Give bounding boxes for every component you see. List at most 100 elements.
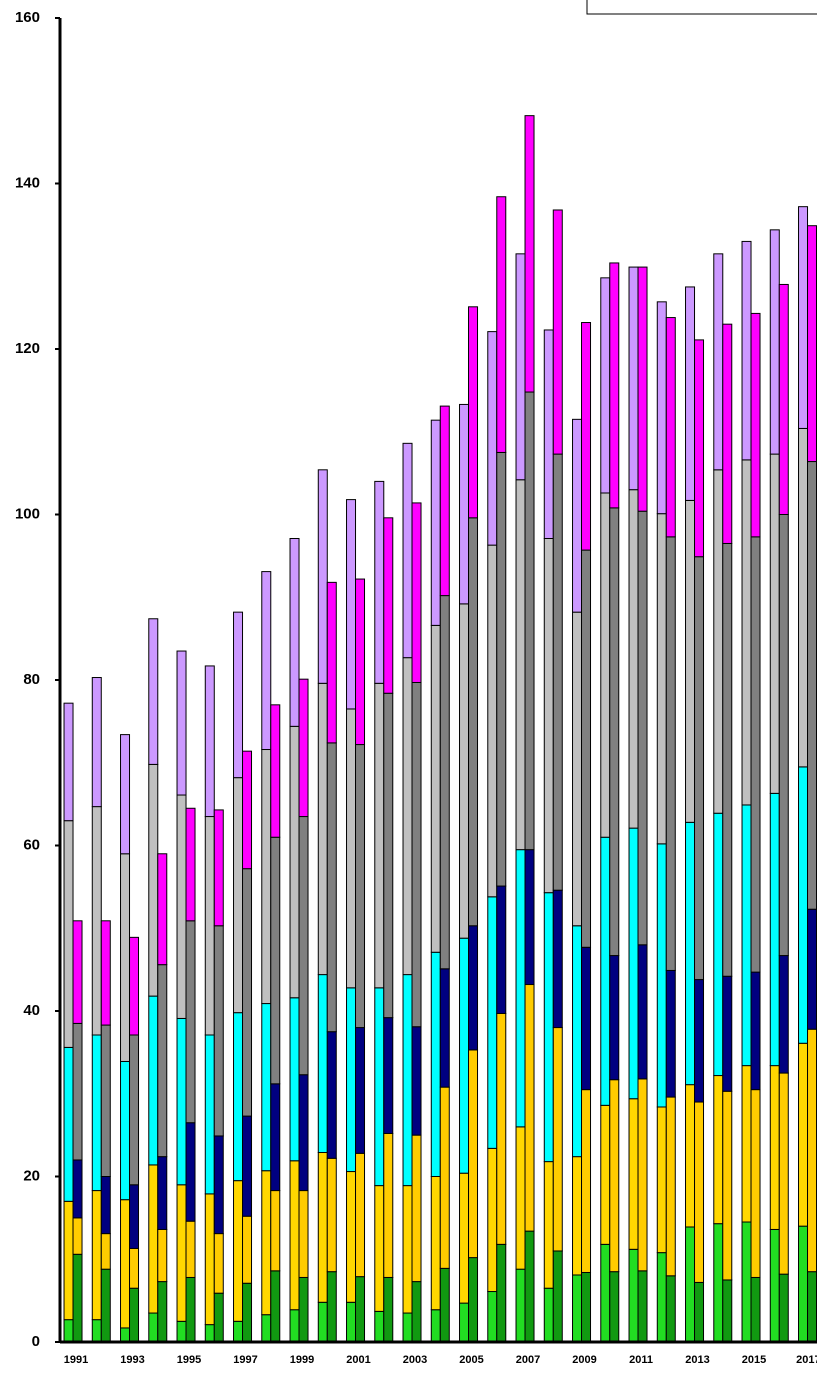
bar-segment xyxy=(713,1075,724,1225)
bar-segment xyxy=(459,937,470,1174)
y-tick-label: 140 xyxy=(15,174,40,191)
bar-segment xyxy=(204,1324,215,1343)
bar-segment xyxy=(609,955,620,1081)
bar-segment xyxy=(383,1276,394,1343)
bar-segment xyxy=(694,979,705,1103)
bar-segment xyxy=(543,329,554,539)
bar-segment xyxy=(242,750,253,870)
bar-segment xyxy=(807,908,817,1030)
bar-segment xyxy=(100,1233,111,1270)
y-tick-label: 20 xyxy=(23,1167,40,1184)
bar-segment xyxy=(204,1034,215,1195)
bar-segment xyxy=(298,1276,309,1343)
bar-segment xyxy=(609,262,620,509)
bar-segment xyxy=(459,603,470,939)
bar-segment xyxy=(289,997,300,1162)
bar-segment xyxy=(685,821,696,1086)
bar-segment xyxy=(91,806,102,1036)
bar-segment xyxy=(515,479,526,851)
bar-segment xyxy=(778,283,789,515)
bar-segment xyxy=(204,1193,215,1326)
bar-segment xyxy=(515,253,526,481)
bar-segment xyxy=(713,253,724,471)
bar-segment xyxy=(665,536,676,971)
bar-segment xyxy=(298,1074,309,1192)
bar-segment xyxy=(656,301,667,515)
bar-segment xyxy=(581,1271,592,1343)
bar-segment xyxy=(637,1078,648,1272)
bar-segment xyxy=(120,1060,131,1201)
bar-segment xyxy=(374,1310,385,1343)
bar-segment xyxy=(289,537,300,727)
bar-segment xyxy=(798,206,809,429)
bar-segment xyxy=(185,807,196,922)
bar-segment xyxy=(242,1115,253,1217)
bar-segment xyxy=(100,1268,111,1343)
bar-segment xyxy=(798,1225,809,1343)
bar-segment xyxy=(326,581,337,744)
bar-segment xyxy=(439,1086,450,1269)
bar-segment xyxy=(552,209,563,455)
bar-segment xyxy=(637,510,648,946)
y-tick-label: 60 xyxy=(23,836,40,853)
bar-segment xyxy=(346,708,357,989)
bar-segment xyxy=(694,1281,705,1343)
x-tick-label: 2001 xyxy=(346,1354,370,1366)
bar-segment xyxy=(233,611,244,779)
y-tick-label: 0 xyxy=(32,1333,40,1350)
bar-segment xyxy=(242,1282,253,1343)
bar-segment xyxy=(185,1220,196,1278)
bar-segment xyxy=(100,1176,111,1235)
bar-segment xyxy=(552,889,563,1029)
bar-segment xyxy=(355,578,366,746)
bar-segment xyxy=(694,556,705,981)
bar-segment xyxy=(261,749,272,1005)
bar-segment xyxy=(233,777,244,1014)
bar-segment xyxy=(120,1199,131,1329)
bar-segment xyxy=(750,536,761,973)
bar-segment xyxy=(600,492,611,838)
bar-segment xyxy=(430,1309,441,1343)
y-tick-label: 120 xyxy=(15,340,40,357)
bar-segment xyxy=(543,1287,554,1343)
bar-segment xyxy=(148,1164,159,1314)
legend-box xyxy=(586,0,817,15)
bar-segment xyxy=(402,1312,413,1343)
bar-segment xyxy=(750,1089,761,1278)
bar-segment xyxy=(552,1250,563,1343)
bar-segment xyxy=(468,517,479,927)
bar-segment xyxy=(741,804,752,1067)
bar-segment xyxy=(346,1171,357,1303)
bar-segment xyxy=(778,955,789,1074)
x-tick-label: 1993 xyxy=(120,1354,144,1366)
x-tick-label: 2005 xyxy=(459,1354,483,1366)
bar-segment xyxy=(798,427,809,768)
bar-segment xyxy=(411,502,422,683)
bar-segment xyxy=(346,1301,357,1343)
bar-segment xyxy=(468,1049,479,1259)
bar-segment xyxy=(439,595,450,970)
bar-segment xyxy=(468,1257,479,1343)
bar-segment xyxy=(524,115,535,393)
bar-segment xyxy=(270,704,281,838)
y-tick-label: 100 xyxy=(15,505,40,522)
bar-segment xyxy=(628,489,639,829)
bar-segment xyxy=(242,1215,253,1284)
bar-segment xyxy=(355,1152,366,1278)
bar-segment xyxy=(798,1042,809,1227)
bar-segment xyxy=(807,1028,817,1273)
bar-segment xyxy=(213,809,224,927)
bar-segment xyxy=(383,1017,394,1134)
bar-segment xyxy=(750,971,761,1091)
bar-segment xyxy=(298,678,309,818)
bar-segment xyxy=(148,618,159,765)
bar-segment xyxy=(374,1185,385,1312)
bar-segment xyxy=(317,974,328,1154)
bar-segment xyxy=(581,549,592,948)
bar-segment xyxy=(637,1270,648,1343)
bar-segment xyxy=(665,317,676,538)
bar-segment xyxy=(439,968,450,1088)
bar-segment xyxy=(129,1184,140,1249)
bar-segment xyxy=(637,944,648,1080)
bar-segment xyxy=(778,1273,789,1343)
